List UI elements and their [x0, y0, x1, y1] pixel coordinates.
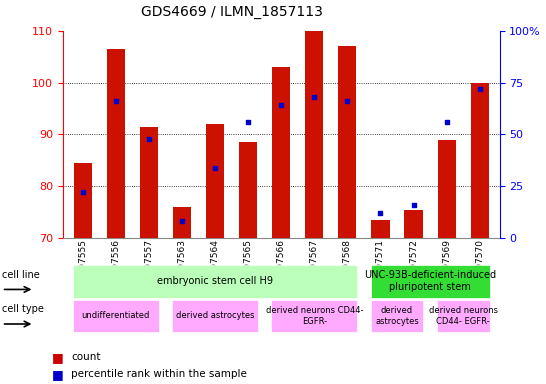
- Point: [211, 164, 219, 170]
- Text: undifferentiated: undifferentiated: [81, 311, 150, 320]
- Text: ■: ■: [52, 368, 64, 381]
- Point: [111, 98, 120, 104]
- Text: derived neurons CD44-
EGFR-: derived neurons CD44- EGFR-: [265, 306, 363, 326]
- Text: cell line: cell line: [2, 270, 39, 280]
- Point: [177, 218, 186, 225]
- Bar: [173, 207, 191, 238]
- Bar: [206, 124, 224, 238]
- Text: UNC-93B-deficient-induced
pluripotent stem: UNC-93B-deficient-induced pluripotent st…: [364, 270, 496, 292]
- Bar: [339, 46, 357, 238]
- Point: [343, 98, 352, 104]
- Text: derived
astrocytes: derived astrocytes: [375, 306, 419, 326]
- Text: derived neurons
CD44- EGFR-: derived neurons CD44- EGFR-: [429, 306, 498, 326]
- Bar: [305, 31, 323, 238]
- Point: [376, 210, 385, 216]
- Point: [244, 119, 252, 125]
- Bar: [239, 142, 257, 238]
- Text: count: count: [71, 352, 100, 362]
- Text: percentile rank within the sample: percentile rank within the sample: [71, 369, 247, 379]
- Point: [476, 86, 484, 92]
- Point: [78, 189, 87, 195]
- Bar: [371, 220, 389, 238]
- Point: [310, 94, 319, 100]
- Text: derived astrocytes: derived astrocytes: [176, 311, 254, 320]
- Text: ■: ■: [52, 351, 64, 364]
- Bar: [74, 163, 92, 238]
- Text: GDS4669 / ILMN_1857113: GDS4669 / ILMN_1857113: [141, 5, 323, 19]
- Bar: [272, 67, 290, 238]
- Bar: [437, 139, 456, 238]
- Bar: [140, 127, 158, 238]
- Point: [409, 202, 418, 208]
- Bar: [471, 83, 489, 238]
- Bar: [106, 49, 125, 238]
- Bar: [405, 210, 423, 238]
- Point: [442, 119, 451, 125]
- Text: embryonic stem cell H9: embryonic stem cell H9: [157, 276, 273, 286]
- Point: [145, 136, 153, 142]
- Text: cell type: cell type: [2, 304, 44, 314]
- Point: [277, 102, 286, 108]
